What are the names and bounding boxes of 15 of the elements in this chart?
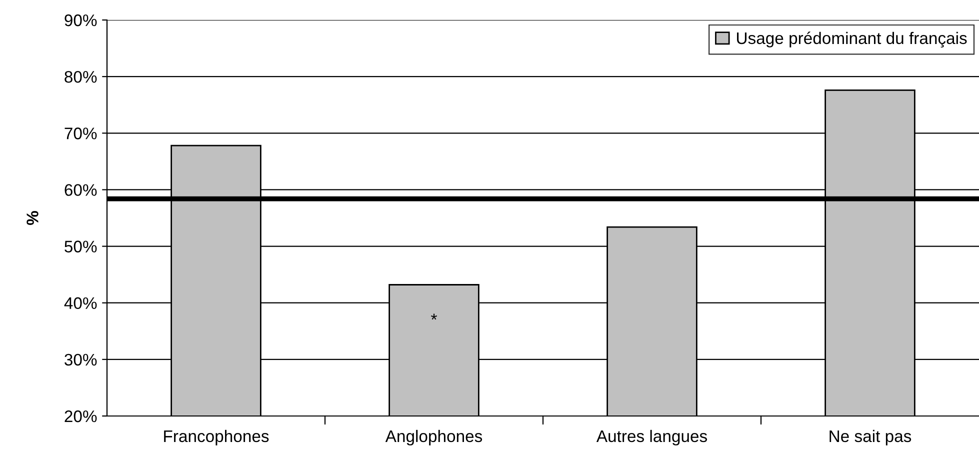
legend-label: Usage prédominant du français bbox=[737, 32, 967, 48]
x-tick-label: Autres langues bbox=[596, 430, 707, 446]
y-axis-title: % bbox=[26, 211, 38, 225]
y-tick-label: 30% bbox=[64, 354, 97, 366]
y-tick-label: 40% bbox=[64, 297, 97, 310]
y-tick-label: 90% bbox=[64, 14, 97, 26]
y-tick-label: 50% bbox=[64, 240, 97, 252]
annotation: * bbox=[431, 314, 437, 320]
y-tick-label: 70% bbox=[64, 128, 97, 140]
y-tick-label: 20% bbox=[64, 410, 97, 422]
x-tick-label: Francophones bbox=[164, 430, 269, 446]
y-tick-label: 80% bbox=[64, 70, 97, 83]
y-tick-label: 60% bbox=[64, 184, 97, 196]
x-tick-label: Ne sait pas bbox=[830, 430, 912, 446]
x-tick-label: Anglophones bbox=[385, 430, 482, 446]
